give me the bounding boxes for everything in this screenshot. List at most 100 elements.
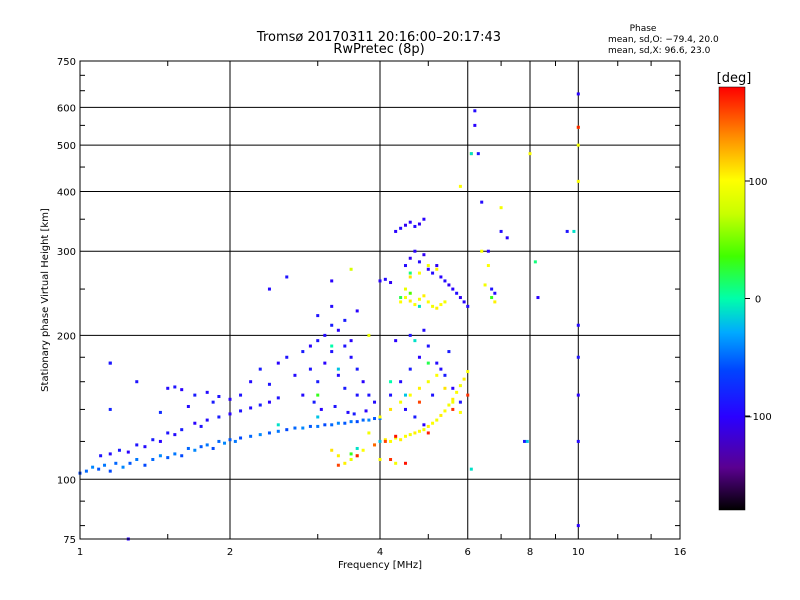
data-point <box>352 412 356 416</box>
data-point <box>480 249 484 253</box>
data-point <box>439 413 443 417</box>
colorbar <box>718 86 746 511</box>
data-point <box>343 386 347 390</box>
data-point <box>435 361 439 365</box>
data-point <box>228 438 232 442</box>
data-point <box>211 400 215 404</box>
data-point <box>378 415 382 419</box>
data-point <box>426 380 430 384</box>
data-point <box>346 410 350 414</box>
data-point <box>205 443 209 447</box>
data-point <box>267 287 271 291</box>
data-point <box>422 423 426 427</box>
data-point <box>413 431 417 435</box>
data-point <box>330 323 334 327</box>
colorbar-ticks: 100 0 −100 <box>744 177 771 423</box>
data-point <box>193 421 197 425</box>
data-point <box>408 275 412 279</box>
data-point <box>276 429 280 433</box>
data-point <box>455 291 459 295</box>
data-point <box>490 287 494 291</box>
data-point <box>135 380 139 384</box>
data-point <box>483 283 487 287</box>
data-point <box>394 434 398 438</box>
stats-line-o: mean, sd,O: −79.4, 20.0 <box>608 35 719 45</box>
y-tick-label: 600 <box>57 103 76 114</box>
data-point <box>389 439 393 443</box>
data-point <box>151 457 155 461</box>
data-point <box>422 217 426 221</box>
data-point <box>217 439 221 443</box>
data-point <box>180 388 184 392</box>
data-point <box>408 291 412 295</box>
data-point <box>399 380 403 384</box>
data-point <box>576 393 580 397</box>
data-point <box>143 463 147 467</box>
data-point <box>399 400 403 404</box>
data-point <box>333 404 337 408</box>
data-point <box>217 415 221 419</box>
data-point <box>426 344 430 348</box>
data-point <box>323 423 327 427</box>
data-point <box>293 426 297 430</box>
data-point <box>426 431 430 435</box>
data-point <box>367 431 371 435</box>
data-point <box>239 409 243 413</box>
data-point <box>469 467 473 471</box>
data-point <box>403 393 407 397</box>
data-point <box>276 396 280 400</box>
data-point <box>443 300 447 304</box>
data-point <box>301 350 305 354</box>
data-point <box>336 367 340 371</box>
data-point <box>443 386 447 390</box>
data-point <box>417 386 421 390</box>
x-tick-label: 4 <box>377 547 383 558</box>
data-point <box>343 461 347 465</box>
data-point <box>499 206 503 210</box>
data-point <box>330 423 334 427</box>
data-point <box>258 433 262 437</box>
data-point <box>349 457 353 461</box>
data-point <box>458 296 462 300</box>
data-point <box>408 333 412 337</box>
data-point <box>499 229 503 233</box>
data-point <box>435 373 439 377</box>
data-point <box>180 428 184 432</box>
data-point <box>389 407 393 411</box>
data-point <box>383 439 387 443</box>
data-point <box>413 303 417 307</box>
data-point <box>343 344 347 348</box>
data-point <box>173 452 177 456</box>
data-point <box>439 303 443 307</box>
data-point <box>473 123 477 127</box>
data-point <box>308 344 312 348</box>
data-point <box>316 380 320 384</box>
data-point <box>103 463 107 467</box>
data-point <box>121 465 125 469</box>
data-point <box>293 373 297 377</box>
data-point <box>249 380 253 384</box>
data-point <box>458 384 462 388</box>
plot-frame <box>79 60 681 540</box>
data-point <box>451 287 455 291</box>
data-point <box>466 370 470 374</box>
data-point <box>285 275 289 279</box>
data-point <box>91 465 95 469</box>
data-point <box>572 229 576 233</box>
data-point <box>408 367 412 371</box>
data-point <box>426 264 430 268</box>
data-point <box>249 406 253 410</box>
data-point <box>239 436 243 440</box>
data-point <box>285 355 289 359</box>
data-point <box>343 421 347 425</box>
data-point <box>355 446 359 450</box>
data-point <box>565 229 569 233</box>
data-point <box>528 152 532 156</box>
data-point <box>462 300 466 304</box>
data-point <box>249 434 253 438</box>
data-point <box>383 277 387 281</box>
data-point <box>239 393 243 397</box>
data-point <box>205 390 209 394</box>
data-point <box>417 260 421 264</box>
